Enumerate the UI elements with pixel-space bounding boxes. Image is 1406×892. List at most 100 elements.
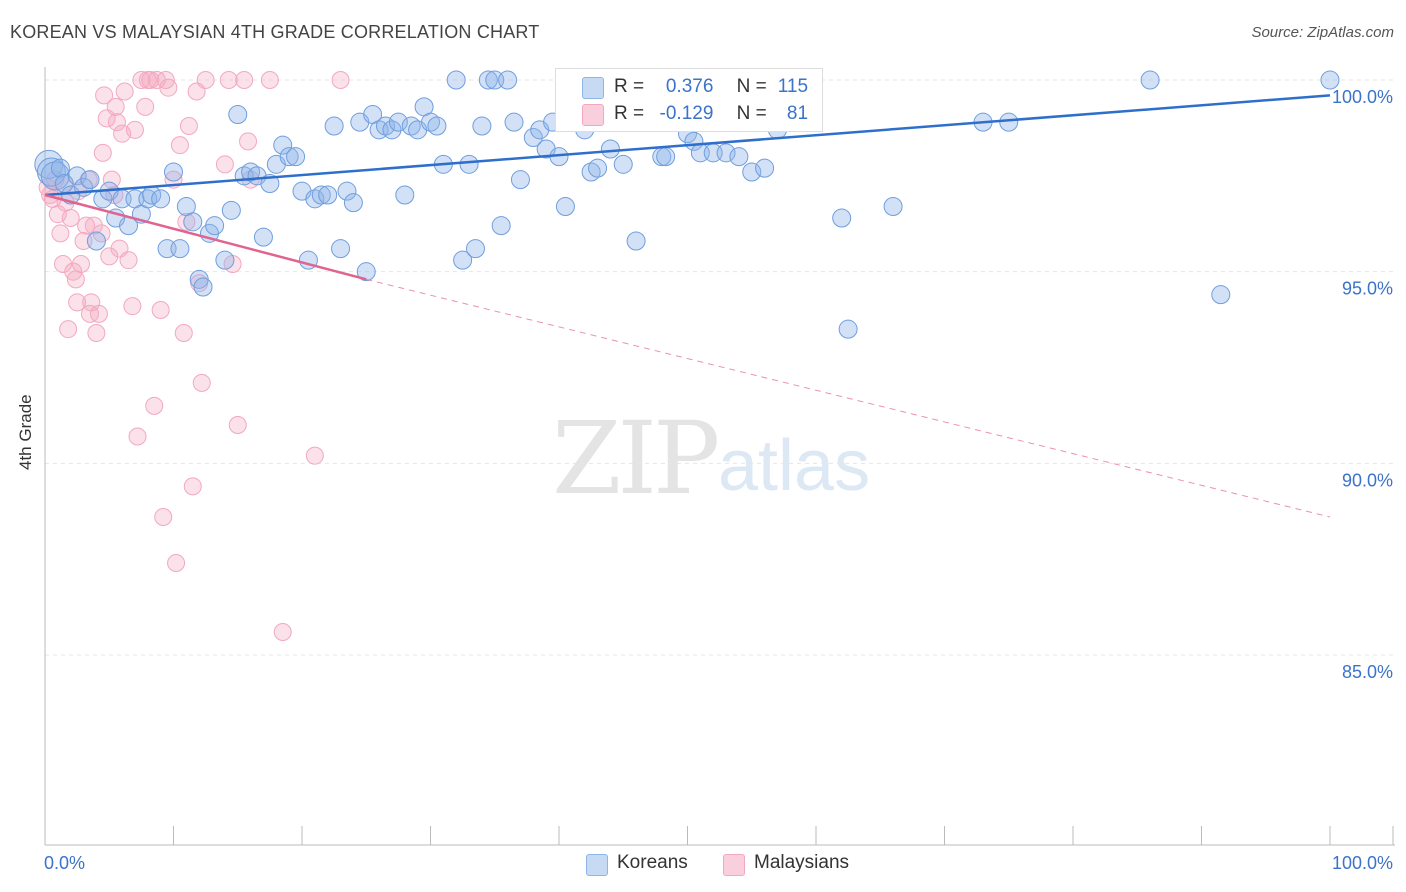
malaysian-point [151,301,170,319]
chart-title: KOREAN VS MALAYSIAN 4TH GRADE CORRELATIO… [10,22,540,42]
korean-point [588,158,608,178]
malaysian-point [167,554,186,572]
malaysian-point [154,508,173,526]
malaysian-point [305,446,324,465]
korean-point [459,154,479,174]
malaysian-point [239,132,258,151]
korean-point [832,208,852,228]
watermark-atlas: atlas [718,426,871,506]
korean-point [883,197,903,216]
korean-point [498,70,518,90]
malaysian-point [119,251,138,270]
koreans-legend-swatch [586,854,608,876]
korean-point [221,200,241,220]
malaysians-n-label: N = [736,103,767,124]
malaysians-trend-line [44,193,367,281]
malaysians-trend-extension [366,278,1331,518]
korean-point [510,170,530,190]
korean-point [50,158,70,178]
malaysian-point [170,136,189,155]
malaysian-point [53,255,72,273]
korean-point [382,120,402,140]
malaysian-point [273,623,292,641]
koreans-r-value: 0.376 [665,76,714,97]
korean-point [504,112,524,132]
korean-point [1140,70,1160,90]
malaysians-stats: R = -0.129 N = 81 [614,103,808,125]
korean-point [388,112,408,132]
korean-point [729,147,749,167]
malaysian-point [179,117,198,135]
korean-point [1320,70,1340,90]
korean-point [343,193,363,213]
malaysian-point [183,477,202,496]
y-tick-label: 100.0% [1332,87,1393,107]
malaysian-point [74,232,93,250]
korean-point [716,143,736,163]
malaysian-point [84,216,103,235]
korean-point [324,116,344,136]
korean-point [999,112,1019,132]
malaysian-point [219,71,238,89]
x-tick-label: 0.0% [44,853,85,873]
malaysian-point [93,143,112,162]
malaysian-point [159,78,178,97]
korean-point [331,239,351,259]
korean-point [491,216,511,236]
korean-point [395,185,415,205]
korean-point [465,239,485,259]
malaysian-point [106,97,125,116]
malaysian-point [331,71,350,89]
malaysian-point [107,113,126,132]
malaysians-legend-label: Malaysians [754,852,850,873]
malaysian-point [145,396,164,415]
koreans-r-label: R = [614,76,645,97]
malaysian-point [192,373,211,392]
korean-point [356,262,376,282]
koreans-n-label: N = [736,76,767,97]
koreans-legend-label: Koreans [617,852,688,873]
malaysian-point [125,120,144,139]
korean-point [205,216,225,236]
malaysian-point [87,324,106,342]
korean-point [183,212,203,232]
y-axis-label: 4th Grade [16,394,35,470]
korean-point [600,139,620,159]
malaysian-point [115,82,134,101]
koreans-trend-line [44,94,1331,197]
malaysian-point [123,297,142,316]
korean-point [446,70,466,90]
korean-point [1211,285,1231,305]
malaysian-point [89,304,108,323]
y-tick-label: 95.0% [1342,279,1393,299]
malaysian-point [177,212,196,231]
malaysian-point [100,247,119,266]
watermark-zip: ZIP [552,400,720,517]
korean-point [67,166,87,186]
malaysian-point [228,416,247,434]
korean-point [453,250,473,270]
malaysian-point [174,324,193,342]
korean-point [36,157,66,187]
y-tick-label: 90.0% [1342,470,1393,490]
malaysians-legend-swatch [723,854,745,876]
malaysian-point [51,224,70,243]
korean-point [755,158,775,178]
korean-point [80,170,100,190]
malaysians-swatch [582,104,604,126]
malaysians-r-label: R = [614,103,645,124]
malaysian-point [68,293,87,312]
malaysian-point [235,71,254,89]
y-tick-label: 85.0% [1342,662,1393,682]
korean-point [838,319,858,339]
x-tick-label: 100.0% [1332,853,1393,873]
korean-point [215,250,235,270]
source-label: Source: ZipAtlas.com [1251,24,1394,41]
malaysians-n-value: 81 [786,103,809,124]
korean-point [253,227,273,247]
korean-point [555,197,575,216]
korean-point [656,147,676,167]
korean-point [626,231,646,251]
correlation-legend: R = 0.376 N = 115 R = -0.129 N = 81 [555,68,823,132]
